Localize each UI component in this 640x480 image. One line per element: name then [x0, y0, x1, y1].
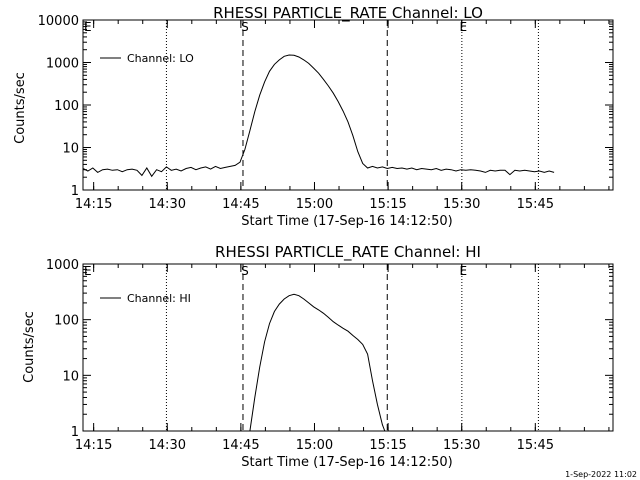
x-tick-label: 14:15 — [75, 438, 112, 453]
panel-hi-event-markers: S E E — [84, 264, 467, 278]
x-tick-label: 15:45 — [517, 438, 554, 453]
y-tick-label: 10 — [62, 369, 79, 384]
panel-lo-title: RHESSI PARTICLE_RATE Channel: LO — [213, 4, 483, 23]
panel-lo-event-lines — [165, 20, 539, 190]
x-tick-label: 14:45 — [222, 438, 259, 453]
panel-lo-x-axis: 14:15 14:30 14:45 15:00 15:15 15:30 15:45 — [75, 20, 610, 212]
panel-hi-legend-label: Channel: HI — [127, 292, 191, 305]
panel-hi-x-axis: 14:15 14:30 14:45 15:00 15:15 15:30 15:45 — [75, 264, 610, 453]
y-tick-label: 100 — [54, 99, 79, 114]
x-tick-label: 14:30 — [149, 438, 186, 453]
panel-lo: RHESSI PARTICLE_RATE Channel: LO Counts/… — [13, 4, 614, 229]
y-tick-label: 1 — [71, 425, 79, 440]
panel-hi-frame — [82, 263, 614, 432]
panel-hi: RHESSI PARTICLE_RATE Channel: HI Counts/… — [22, 243, 614, 470]
panel-lo-frame — [82, 19, 614, 191]
panel-hi-y-axis: 1 10 100 1000 — [46, 258, 613, 440]
x-tick-label: 14:45 — [222, 197, 259, 212]
panel-hi-left-marker: E — [84, 264, 92, 278]
panel-hi-xlabel: Start Time (17-Sep-16 14:12:50) — [241, 455, 452, 470]
x-tick-label: 15:30 — [443, 438, 480, 453]
panel-lo-y-axis: 1 10 100 1000 10000 — [38, 14, 613, 199]
x-tick-label: 15:30 — [443, 197, 480, 212]
x-tick-label: 15:45 — [517, 197, 554, 212]
panel-lo-start-marker: S — [241, 20, 249, 34]
x-tick-label: 15:00 — [296, 197, 333, 212]
panel-lo-series-line — [82, 54, 555, 178]
panel-hi-ylabel: Counts/sec — [22, 311, 37, 383]
panel-hi-title: RHESSI PARTICLE_RATE Channel: HI — [215, 243, 481, 262]
panel-lo-left-marker: E — [84, 20, 92, 34]
panel-hi-start-marker: S — [241, 264, 249, 278]
panel-lo-legend-label: Channel: LO — [127, 52, 194, 65]
panel-lo-event-markers: S E E — [84, 20, 467, 34]
y-tick-label: 1000 — [46, 258, 79, 273]
y-tick-label: 10000 — [38, 14, 79, 29]
panel-lo-end-marker: E — [460, 20, 468, 34]
y-tick-label: 100 — [54, 314, 79, 329]
y-tick-label: 1000 — [46, 57, 79, 72]
panel-hi-legend: Channel: HI — [100, 292, 191, 305]
panel-hi-event-lines — [165, 264, 539, 431]
panel-lo-ylabel: Counts/sec — [13, 72, 28, 144]
panel-hi-series-line — [249, 293, 386, 432]
x-tick-label: 15:00 — [296, 438, 333, 453]
x-tick-label: 15:15 — [369, 438, 406, 453]
panel-lo-legend: Channel: LO — [100, 52, 194, 65]
y-tick-label: 1 — [71, 184, 79, 199]
x-tick-label: 15:15 — [369, 197, 406, 212]
panel-lo-xlabel: Start Time (17-Sep-16 14:12:50) — [241, 214, 452, 229]
panel-hi-end-marker: E — [460, 264, 468, 278]
y-tick-label: 10 — [62, 142, 79, 157]
x-tick-label: 14:15 — [75, 197, 112, 212]
x-tick-label: 14:30 — [149, 197, 186, 212]
generation-timestamp: 1-Sep-2022 11:02 — [565, 470, 637, 479]
